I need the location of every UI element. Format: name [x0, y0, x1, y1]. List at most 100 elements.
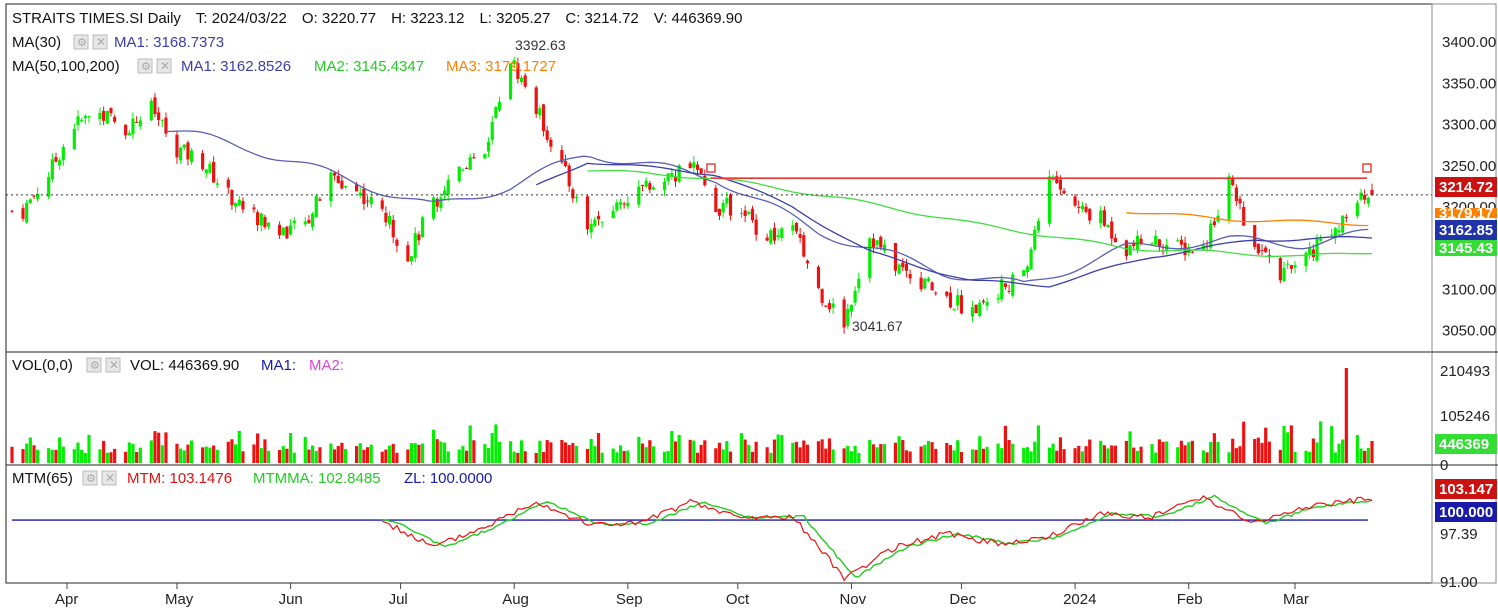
- resistance-line-group[interactable]: [706, 163, 1372, 179]
- candle-body: [585, 196, 590, 230]
- close-icon[interactable]: [92, 34, 108, 50]
- volume-bar: [549, 442, 553, 463]
- volume-bar: [76, 442, 80, 463]
- candle: [673, 170, 678, 188]
- resistance-handle-right[interactable]: [1362, 163, 1372, 173]
- volume-bar: [538, 440, 542, 463]
- volume-bar: [336, 446, 340, 463]
- candle-body: [1176, 240, 1180, 242]
- candle-body: [252, 207, 256, 210]
- volume-bar: [1355, 435, 1359, 463]
- candle: [534, 85, 538, 118]
- candle-body: [765, 237, 769, 241]
- candle-body: [267, 222, 271, 227]
- candle-body: [534, 87, 538, 114]
- volume-bar: [215, 449, 219, 463]
- volume-bar: [560, 439, 564, 463]
- candle: [490, 116, 494, 145]
- candle-body: [1029, 249, 1033, 269]
- x-tick-2024: 2024: [1063, 591, 1096, 608]
- volume-bar: [303, 436, 307, 463]
- volume-bar: [138, 447, 142, 463]
- ma1-value-tag-text: 3162.85: [1439, 222, 1493, 239]
- close-icon[interactable]: [156, 58, 172, 74]
- candle-body: [263, 217, 267, 227]
- candle: [831, 298, 835, 314]
- vol-tick-zero: 0: [1440, 457, 1448, 474]
- candle-body: [256, 212, 260, 226]
- candle-body: [959, 295, 964, 314]
- candle-body: [237, 199, 241, 206]
- volume-bar: [314, 450, 318, 463]
- volume-bar: [567, 445, 571, 463]
- candle-body: [1036, 220, 1040, 231]
- volume-bar: [72, 449, 76, 463]
- volume-bar: [1033, 441, 1037, 463]
- candle: [406, 241, 410, 263]
- candle-body: [692, 162, 696, 168]
- volume-bar: [1113, 445, 1117, 463]
- mtm-legend-icons[interactable]: ⚙ ✕: [82, 470, 117, 486]
- settings-icon[interactable]: [73, 34, 89, 50]
- candle: [1179, 235, 1183, 251]
- candle-body: [472, 157, 476, 159]
- settings-icon[interactable]: [86, 357, 102, 373]
- volume-bar: [1007, 439, 1011, 463]
- candle: [985, 297, 989, 311]
- candle-body: [413, 233, 417, 258]
- candle: [486, 137, 491, 158]
- candle-body: [1000, 279, 1004, 300]
- volume-bar: [32, 445, 36, 463]
- mtm-line: [382, 495, 1373, 582]
- volume-bar: [948, 445, 953, 463]
- candle: [138, 116, 142, 130]
- candle: [365, 196, 370, 208]
- candle: [241, 197, 245, 214]
- candle: [54, 152, 58, 163]
- volume-bar: [985, 446, 989, 463]
- candle-body: [794, 222, 799, 232]
- price-tick-3400: 3400.00: [1442, 34, 1496, 51]
- close-icon[interactable]: [105, 357, 121, 373]
- volume-bar: [1242, 421, 1246, 463]
- volume-bar: [1022, 447, 1026, 463]
- resistance-handle-left[interactable]: [706, 163, 716, 173]
- candle-body: [985, 302, 989, 306]
- ma3-legend-icons[interactable]: ⚙ ✕: [137, 58, 172, 74]
- volume-bar: [464, 450, 469, 463]
- volume-bar: [1234, 448, 1238, 463]
- ma30-legend-icons[interactable]: ⚙ ✕: [73, 34, 108, 50]
- volume-bar: [1363, 450, 1367, 463]
- candle-body: [442, 190, 447, 196]
- ma30-legend-label: MA(30): [12, 34, 61, 51]
- candle-body: [644, 180, 648, 187]
- candle-body: [435, 199, 439, 207]
- candle: [1033, 225, 1037, 251]
- candle: [1132, 239, 1136, 250]
- vol-legend-icons[interactable]: ⚙ ✕: [86, 357, 121, 373]
- candle: [791, 220, 795, 235]
- volume-bar: [1315, 442, 1319, 463]
- volume-bar: [1003, 425, 1008, 463]
- candle: [593, 216, 597, 228]
- close-icon[interactable]: [101, 470, 117, 486]
- vol-value-tag: [1435, 434, 1497, 454]
- candle-body: [1363, 195, 1367, 200]
- settings-icon[interactable]: [137, 58, 153, 74]
- candle: [945, 290, 949, 299]
- candle-body: [1132, 242, 1136, 247]
- volume-bar: [721, 449, 725, 463]
- ma3-value-tag-text: 3179.17: [1439, 205, 1493, 222]
- volume-bar: [846, 445, 850, 463]
- x-glyph-icon: ✕: [96, 35, 106, 49]
- candle-body: [1359, 192, 1363, 200]
- candle: [1025, 264, 1030, 279]
- volume-bar: [688, 439, 692, 463]
- candle: [1366, 196, 1370, 207]
- candle: [47, 172, 51, 200]
- settings-icon[interactable]: [82, 470, 98, 486]
- candle-body: [1256, 243, 1260, 254]
- volume-bar: [516, 452, 520, 463]
- ma2-value-tag: [1435, 240, 1497, 256]
